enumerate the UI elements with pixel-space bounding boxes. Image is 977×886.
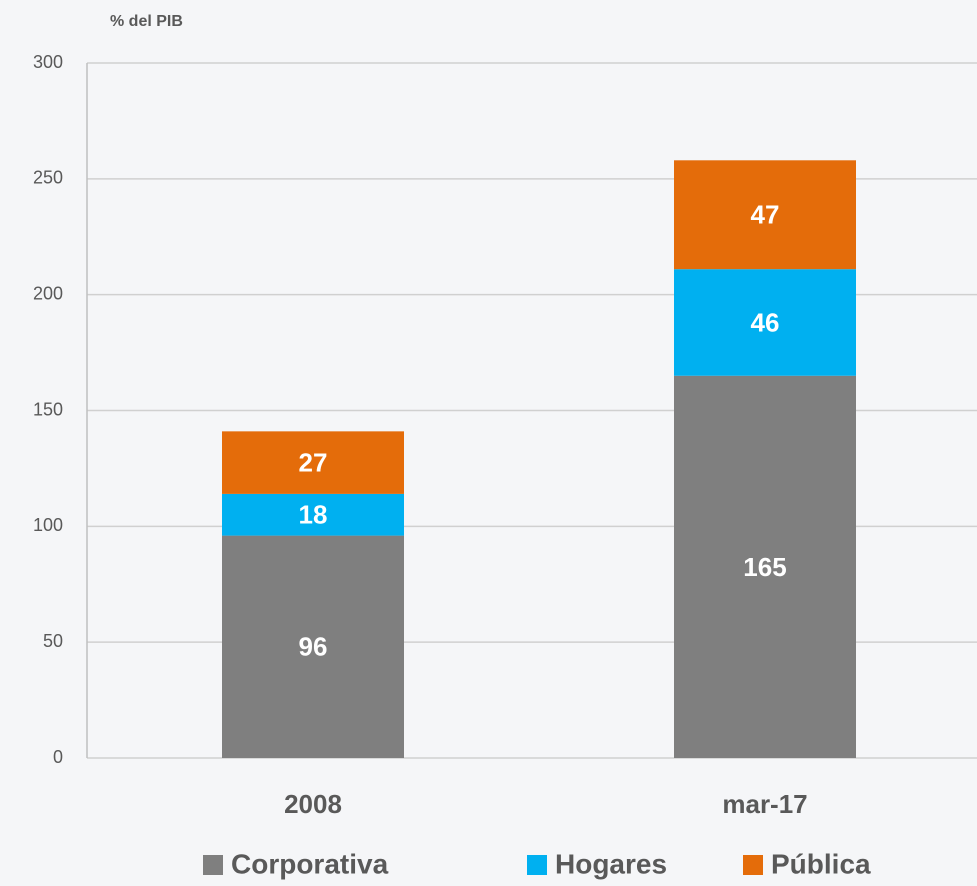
bar-segment: [222, 431, 404, 494]
data-label: 46: [751, 307, 780, 337]
data-label: 27: [299, 448, 328, 478]
legend-label: Corporativa: [231, 848, 389, 879]
bar-segment: [674, 160, 856, 270]
legend-swatch: [203, 855, 223, 875]
bar-segment: [674, 375, 856, 758]
y-tick-label: 250: [33, 168, 63, 188]
y-tick-label: 200: [33, 283, 63, 303]
data-label: 96: [299, 632, 328, 662]
axis-title: % del PIB: [110, 13, 183, 30]
bar-segment: [222, 535, 404, 758]
x-tick-label: 2008: [284, 789, 342, 819]
data-label: 165: [743, 552, 786, 582]
legend-label: Hogares: [555, 848, 667, 879]
legend-swatch: [527, 855, 547, 875]
y-tick-label: 100: [33, 515, 63, 535]
x-tick-label: mar-17: [722, 789, 807, 819]
y-tick-label: 300: [33, 52, 63, 72]
legend-label: Pública: [771, 848, 871, 879]
data-label: 47: [751, 200, 780, 230]
data-label: 18: [299, 500, 328, 530]
bar-segment: [222, 493, 404, 536]
bar-segment: [674, 269, 856, 376]
y-tick-label: 0: [53, 747, 63, 767]
y-tick-label: 150: [33, 399, 63, 419]
y-tick-label: 50: [43, 631, 63, 651]
legend-swatch: [743, 855, 763, 875]
